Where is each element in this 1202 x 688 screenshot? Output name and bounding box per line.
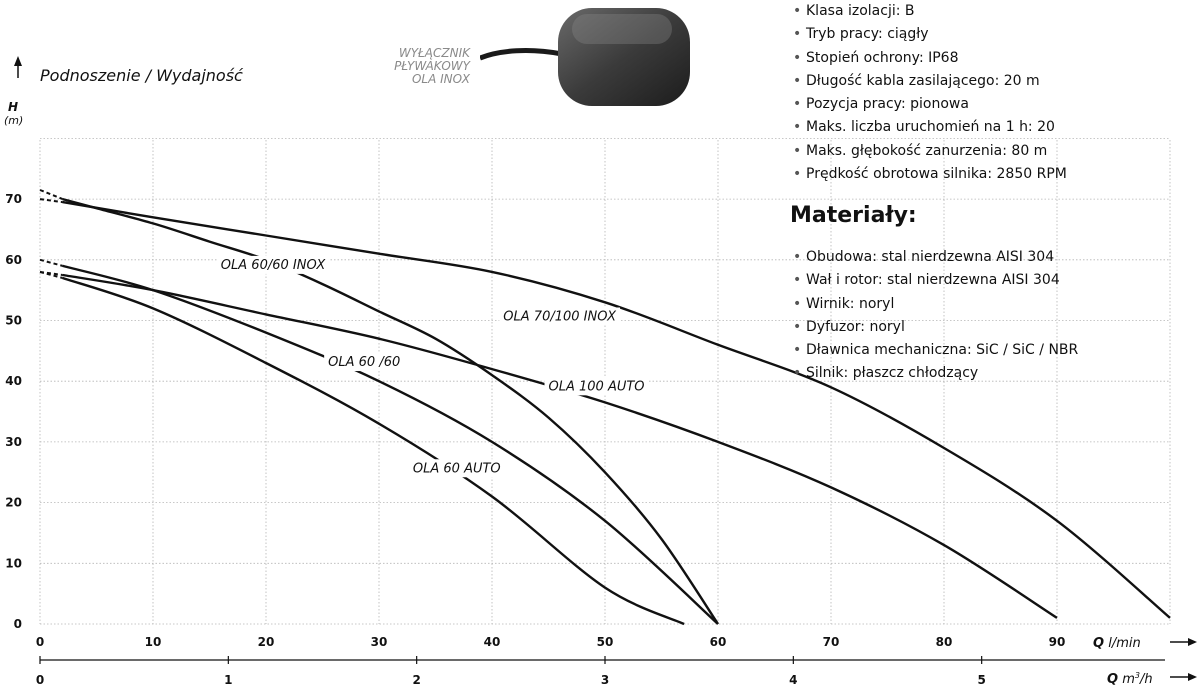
x-tick-label: 30	[371, 635, 388, 649]
material-item: Obudowa: stal nierdzewna AISI 304	[790, 246, 1078, 270]
chart-curve-labels: OLA 70/100 INOX OLA 60/60 INOX OLA 100 AUT…	[216, 255, 649, 478]
curve-ola-60-auto	[62, 276, 685, 626]
curve-ola-100-auto-label-bg	[544, 377, 649, 396]
x-tick-label: 60	[710, 635, 727, 649]
materials-heading: Materiały:	[790, 203, 917, 228]
y-tick-label: 50	[5, 314, 22, 328]
material-item: Dyfuzor: noryl	[790, 316, 1078, 340]
spec-item: Stopień ochrony: IP68	[790, 47, 1067, 71]
x-tick-label: 10	[145, 635, 162, 649]
float-switch-caption-line-3: OLA INOX	[411, 72, 470, 86]
material-item: Wał i rotor: stal nierdzewna AISI 304	[790, 269, 1078, 293]
spec-item: Tryb pracy: ciągły	[790, 23, 1067, 47]
spec-item: Długość kabla zasilającego: 20 m	[790, 70, 1067, 94]
x2-axis-label: Q m3/h	[1107, 671, 1153, 687]
x2-tick-label: 5	[977, 673, 985, 687]
y-axis-arrowhead	[14, 56, 22, 66]
curve-ola-100-auto-label: OLA 100 AUTO	[549, 379, 645, 394]
curve-ola-60-60-dashed-start	[39, 258, 63, 267]
curve-ola-60-auto-label-bg	[408, 459, 505, 478]
y-tick-label: 0	[14, 617, 22, 631]
x2-tick-label: 3	[601, 673, 609, 687]
specs-list: Klasa izolacji: B Tryb pracy: ciągły Sto…	[790, 0, 1067, 187]
spec-item: Prędkość obrotowa silnika: 2850 RPM	[790, 163, 1067, 187]
curve-ola-60-60	[62, 264, 719, 625]
x-axis-label: Q l/min	[1093, 636, 1141, 651]
spec-item: Klasa izolacji: B	[790, 0, 1067, 24]
x-tick-label: 80	[936, 635, 953, 649]
x-tick-label: 50	[597, 635, 614, 649]
y-tick-label: 20	[5, 496, 22, 510]
x-tick-label: 20	[258, 635, 275, 649]
curve-ola-60-60-inox-label-bg	[216, 255, 330, 274]
chart-axes: Podnoszenie / Wydajność H (m) Q l/min 0 1…	[4, 56, 1197, 687]
curve-ola-60-60-label-bg	[324, 353, 405, 372]
curve-ola-60-auto-label: OLA 60 AUTO	[413, 461, 501, 476]
x2-tick-label: 4	[789, 673, 797, 687]
y-tick-label: 70	[5, 192, 22, 206]
x-axis-arrowhead	[1188, 638, 1197, 646]
x2-tick-label: 1	[224, 673, 232, 687]
float-switch-caption-line-1: WYŁĄCZNIK	[398, 46, 470, 60]
curve-ola-60-60-label: OLA 60 /60	[328, 355, 400, 370]
x2-axis-ticks: 0 1 2 3 4 5	[36, 656, 986, 687]
curve-ola-70-100-inox-dashed-start	[39, 198, 63, 204]
chart-title: Podnoszenie / Wydajność	[40, 66, 244, 85]
y-axis-unit: (m)	[4, 114, 23, 127]
x-tick-label: 90	[1049, 635, 1066, 649]
y-tick-label: 60	[5, 253, 22, 267]
y-tick-label: 10	[5, 556, 22, 570]
curve-ola-60-auto-dashed-start	[39, 270, 63, 279]
float-switch-caption-line-2: PŁYWAKOWY	[394, 59, 470, 73]
y-tick-label: 40	[5, 374, 22, 388]
x2-tick-label: 2	[412, 673, 420, 687]
spec-item: Pozycja pracy: pionowa	[790, 93, 1067, 117]
x-tick-label: 70	[823, 635, 840, 649]
x2-tick-label: 0	[36, 673, 44, 687]
y-axis-label: H	[8, 100, 18, 114]
curve-ola-70-100-inox	[62, 200, 1171, 619]
y-tick-label: 30	[5, 435, 22, 449]
float-switch-image	[480, 8, 690, 106]
x-tick-label: 40	[484, 635, 501, 649]
x2-axis-arrowhead	[1188, 673, 1197, 681]
curve-ola-70-100-inox-label: OLA 70/100 INOX	[503, 310, 617, 325]
float-switch-caption: WYŁĄCZNIK PŁYWAKOWY OLA INOX	[330, 47, 470, 86]
material-item: Wirnik: noryl	[790, 293, 1078, 317]
spec-item: Maks. liczba uruchomień na 1 h: 20	[790, 116, 1067, 140]
spec-item: Maks. głębokość zanurzenia: 80 m	[790, 140, 1067, 164]
curve-ola-60-60-inox	[62, 197, 720, 625]
materials-list: Obudowa: stal nierdzewna AISI 304 Wał i …	[790, 246, 1078, 386]
curve-ola-60-60-inox-label: OLA 60/60 INOX	[221, 258, 327, 273]
material-item: Dławnica mechaniczna: SiC / SiC / NBR	[790, 339, 1078, 363]
curve-ola-70-100-inox-label-bg	[499, 307, 621, 326]
curve-ola-60-60-inox-dashed-start	[39, 189, 63, 201]
x-tick-label: 0	[36, 635, 44, 649]
material-item: Silnik: płaszcz chłodzący	[790, 362, 1078, 386]
